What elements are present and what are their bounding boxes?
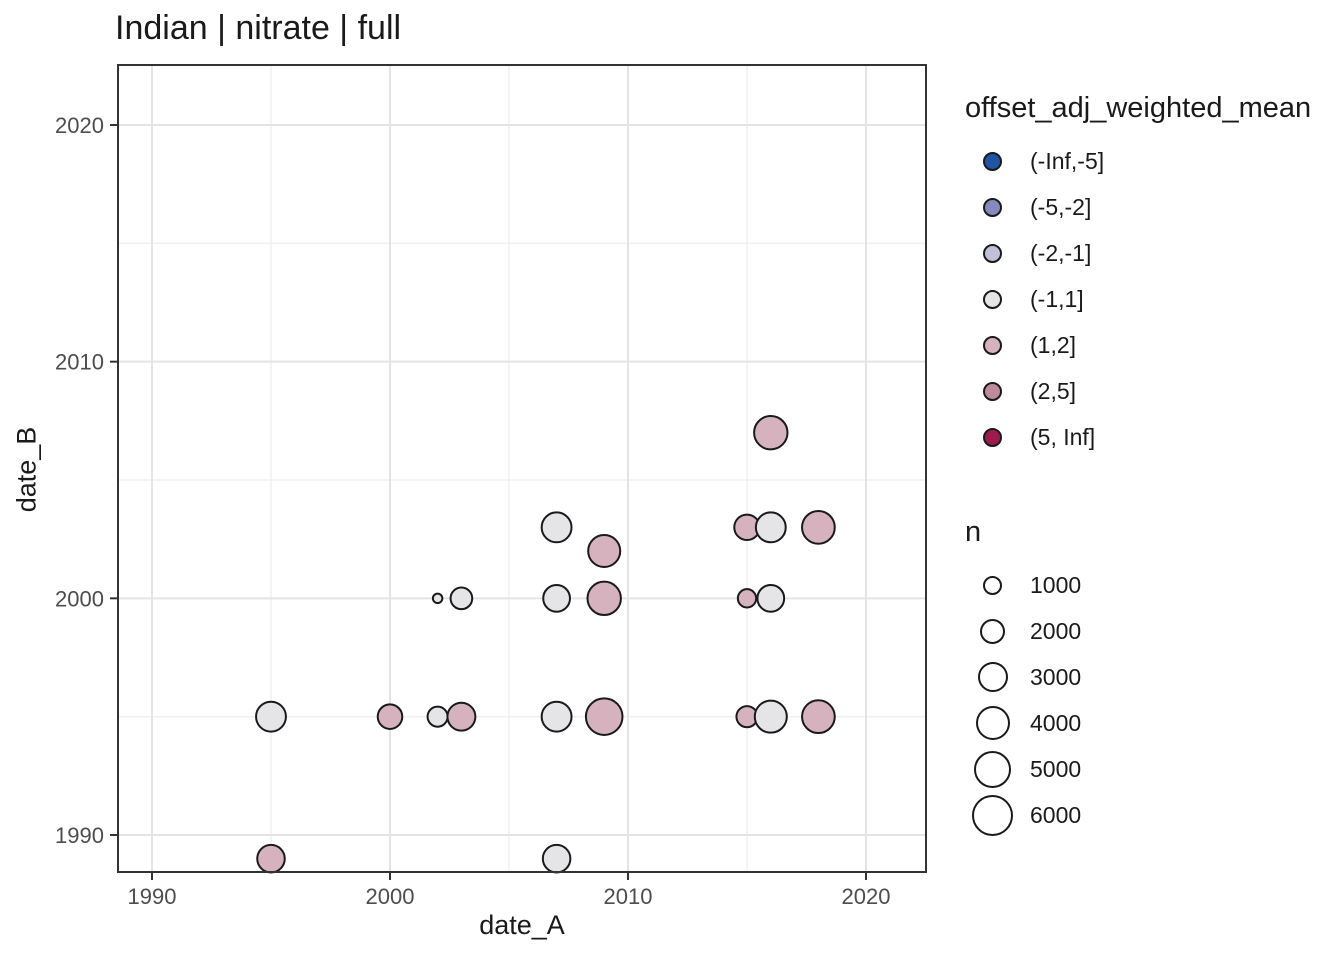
color-legend: offset_adj_weighted_mean (-Inf,-5] (-5,-2… bbox=[965, 94, 1340, 460]
legend-key-column bbox=[965, 197, 1020, 217]
y-tick-label: 2010 bbox=[55, 350, 104, 375]
legend-size-swatch bbox=[972, 794, 1013, 836]
data-point bbox=[587, 533, 622, 569]
legend-color-swatch bbox=[983, 427, 1002, 447]
color-legend-items: (-Inf,-5] (-5,-2] (-2,-1] (-1,1] (1,2] (2,5] (… bbox=[965, 138, 1340, 460]
legend-color-swatch bbox=[983, 289, 1002, 309]
legend-size-swatch bbox=[977, 662, 1008, 692]
legend-color-swatch bbox=[983, 197, 1002, 217]
plot-panel bbox=[118, 65, 926, 872]
data-point bbox=[431, 592, 444, 605]
panel-border bbox=[117, 64, 927, 873]
legend-item-label: (-Inf,-5] bbox=[1030, 147, 1105, 174]
legend-item-label: 1000 bbox=[1030, 571, 1082, 598]
x-axis-title: date_A bbox=[479, 910, 565, 940]
legend-key-column bbox=[965, 335, 1020, 355]
data-point bbox=[449, 586, 474, 611]
legend-size-swatch bbox=[974, 750, 1011, 788]
legend-color-swatch bbox=[983, 335, 1002, 355]
color-legend-title: offset_adj_weighted_mean bbox=[965, 92, 1312, 124]
color-legend-item: (5, Inf] bbox=[965, 414, 1340, 460]
size-legend-item: 2000 bbox=[965, 608, 1340, 654]
size-legend-item: 1000 bbox=[965, 562, 1340, 608]
data-point bbox=[540, 700, 573, 733]
data-point bbox=[426, 705, 449, 728]
color-legend-item: (-2,-1] bbox=[965, 230, 1340, 276]
data-point bbox=[255, 700, 287, 733]
legend-item-label: 4000 bbox=[1030, 709, 1082, 736]
legend-item-label: 6000 bbox=[1030, 801, 1082, 828]
x-tick-label: 2020 bbox=[842, 884, 891, 909]
legend-key-column bbox=[965, 289, 1020, 309]
legend-key-column bbox=[965, 381, 1020, 401]
size-legend-item: 5000 bbox=[965, 746, 1340, 792]
size-legend-item: 4000 bbox=[965, 700, 1340, 746]
size-legend-item: 3000 bbox=[965, 654, 1340, 700]
color-legend-item: (2,5] bbox=[965, 368, 1340, 414]
legend-item-label: (-2,-1] bbox=[1030, 239, 1092, 266]
data-point bbox=[446, 701, 477, 732]
legend-item-label: (5, Inf] bbox=[1030, 423, 1096, 450]
data-point bbox=[753, 699, 788, 734]
y-tick-label: 2000 bbox=[55, 586, 104, 611]
y-axis-title: date_B bbox=[11, 426, 42, 513]
color-legend-item: (1,2] bbox=[965, 322, 1340, 368]
legend-item-label: 3000 bbox=[1030, 663, 1082, 690]
data-point bbox=[756, 583, 786, 613]
size-legend-title: n bbox=[965, 516, 982, 548]
legend-size-swatch bbox=[983, 575, 1002, 595]
data-point bbox=[376, 703, 404, 730]
legend-size-swatch bbox=[975, 706, 1010, 740]
data-point bbox=[801, 699, 836, 735]
legend-key-column bbox=[965, 427, 1020, 447]
color-legend-item: (-1,1] bbox=[965, 276, 1340, 322]
legend-key-column bbox=[965, 706, 1020, 740]
legend-key-column bbox=[965, 618, 1020, 644]
color-legend-item: (-5,-2] bbox=[965, 184, 1340, 230]
color-legend-item: (-Inf,-5] bbox=[965, 138, 1340, 184]
x-tick-label: 1990 bbox=[128, 884, 177, 909]
legend-key-column bbox=[965, 794, 1020, 836]
legend-item-label: 2000 bbox=[1030, 617, 1082, 644]
size-legend-item: 6000 bbox=[965, 792, 1340, 838]
x-tick-label: 2010 bbox=[604, 884, 653, 909]
legend-item-label: (1,2] bbox=[1030, 331, 1077, 358]
data-point bbox=[801, 509, 836, 545]
y-tick-label: 1990 bbox=[55, 823, 104, 848]
legend-key-column bbox=[965, 243, 1020, 263]
legend-item-label: 5000 bbox=[1030, 755, 1082, 782]
size-legend: n 1000 2000 3000 4000 5000 6000 bbox=[965, 518, 1340, 838]
legend-item-label: (-5,-2] bbox=[1030, 193, 1092, 220]
legend-item-label: (-1,1] bbox=[1030, 285, 1084, 312]
data-point bbox=[586, 580, 622, 617]
y-tick-label: 2020 bbox=[55, 113, 104, 138]
data-point bbox=[542, 583, 571, 613]
legend-color-swatch bbox=[983, 381, 1002, 401]
data-point bbox=[736, 588, 758, 609]
x-tick-label: 2000 bbox=[366, 884, 415, 909]
data-point bbox=[541, 843, 572, 874]
data-point bbox=[256, 843, 286, 874]
plot-title: Indian | nitrate | full bbox=[115, 9, 402, 47]
legend-color-swatch bbox=[983, 243, 1002, 263]
legend-key-column bbox=[965, 151, 1020, 171]
legend-key-column bbox=[965, 662, 1020, 692]
data-point bbox=[754, 511, 787, 544]
data-point bbox=[584, 697, 624, 736]
size-legend-items: 1000 2000 3000 4000 5000 6000 bbox=[965, 562, 1340, 838]
legend-key-column bbox=[965, 750, 1020, 788]
legend-color-swatch bbox=[983, 151, 1002, 171]
data-point bbox=[753, 414, 789, 451]
legend-item-label: (2,5] bbox=[1030, 377, 1077, 404]
data-point bbox=[540, 511, 573, 544]
legend-key-column bbox=[965, 575, 1020, 595]
legend-size-swatch bbox=[980, 618, 1005, 644]
